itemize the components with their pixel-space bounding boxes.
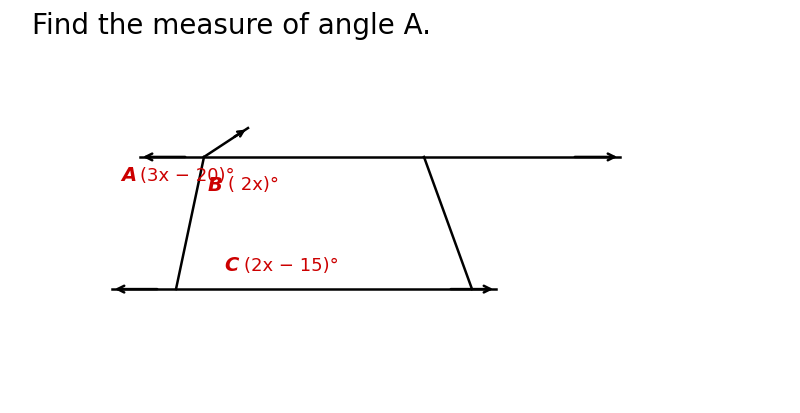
Text: C: C [224, 256, 238, 275]
Text: Find the measure of angle A.: Find the measure of angle A. [32, 12, 431, 40]
Text: B: B [208, 176, 223, 195]
Text: ( 2x)°: ( 2x)° [228, 176, 279, 194]
Text: A: A [121, 166, 136, 185]
Text: (3x − 20)°: (3x − 20)° [140, 166, 234, 185]
Text: (2x − 15)°: (2x − 15)° [244, 256, 338, 275]
